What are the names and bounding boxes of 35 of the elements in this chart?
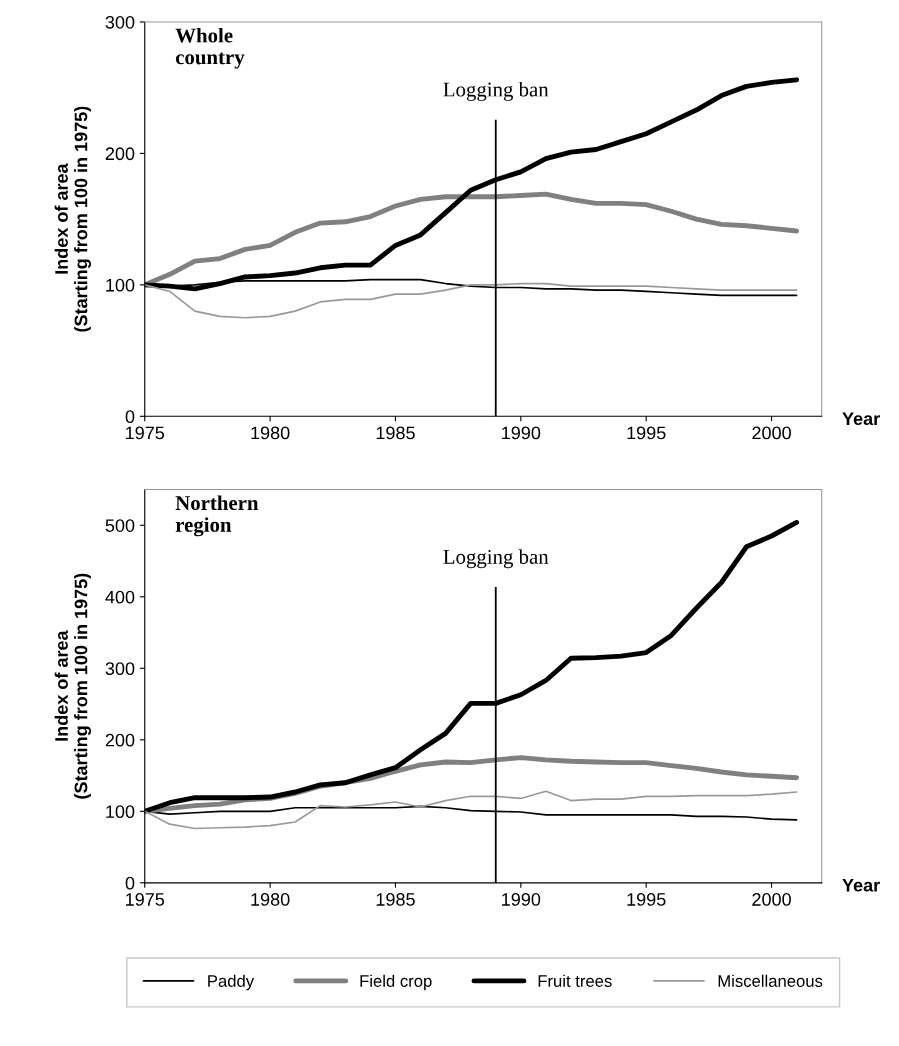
y-tick-label: 300 xyxy=(105,15,135,29)
y-tick-label: 100 xyxy=(106,278,135,292)
x-tick-label: 2000 xyxy=(752,893,791,906)
x-tick-label: 1975 xyxy=(126,426,165,440)
x-tick-label: 1990 xyxy=(502,426,541,440)
x-axis-title: Year xyxy=(842,879,880,892)
x-tick-label: 1985 xyxy=(376,893,415,906)
legend-label: Miscellaneous xyxy=(718,974,823,987)
y-tick-label: 0 xyxy=(125,876,135,890)
legend-label: Fruit trees xyxy=(538,974,612,987)
x-tick-label: 1995 xyxy=(627,426,666,440)
y-tick-label: 200 xyxy=(105,147,135,161)
legend-label: Field crop xyxy=(360,974,432,991)
y-tick-label: 200 xyxy=(105,733,135,747)
ref-line-label: Logging ban xyxy=(443,549,549,569)
y-tick-label: 300 xyxy=(105,662,135,676)
x-tick-label: 1985 xyxy=(376,426,415,440)
text: Northern region xyxy=(175,495,259,537)
x-tick-label: 1975 xyxy=(126,893,165,906)
y-tick-label: 100 xyxy=(106,805,135,819)
x-tick-label: 1980 xyxy=(251,893,290,906)
x-tick-label: 2000 xyxy=(752,426,791,440)
x-tick-label: 1980 xyxy=(251,426,290,440)
y-tick-label: 500 xyxy=(105,519,135,532)
x-tick-label: 1990 xyxy=(502,893,541,906)
y-axis-title: Index of area (Starting from 100 in 1975) xyxy=(54,573,92,799)
y-axis-title: Index of area (Starting from 100 in 1975) xyxy=(54,106,92,332)
line-series xyxy=(144,282,798,319)
y-tick-label: 0 xyxy=(125,410,135,424)
legend-label: Paddy xyxy=(208,974,255,991)
x-tick-label: 1995 xyxy=(627,893,666,906)
y-tick-label: 400 xyxy=(105,590,135,604)
x-axis-title: Year xyxy=(842,412,880,426)
ref-line-label: Logging ban xyxy=(443,81,549,101)
text: Whole country xyxy=(175,27,245,69)
